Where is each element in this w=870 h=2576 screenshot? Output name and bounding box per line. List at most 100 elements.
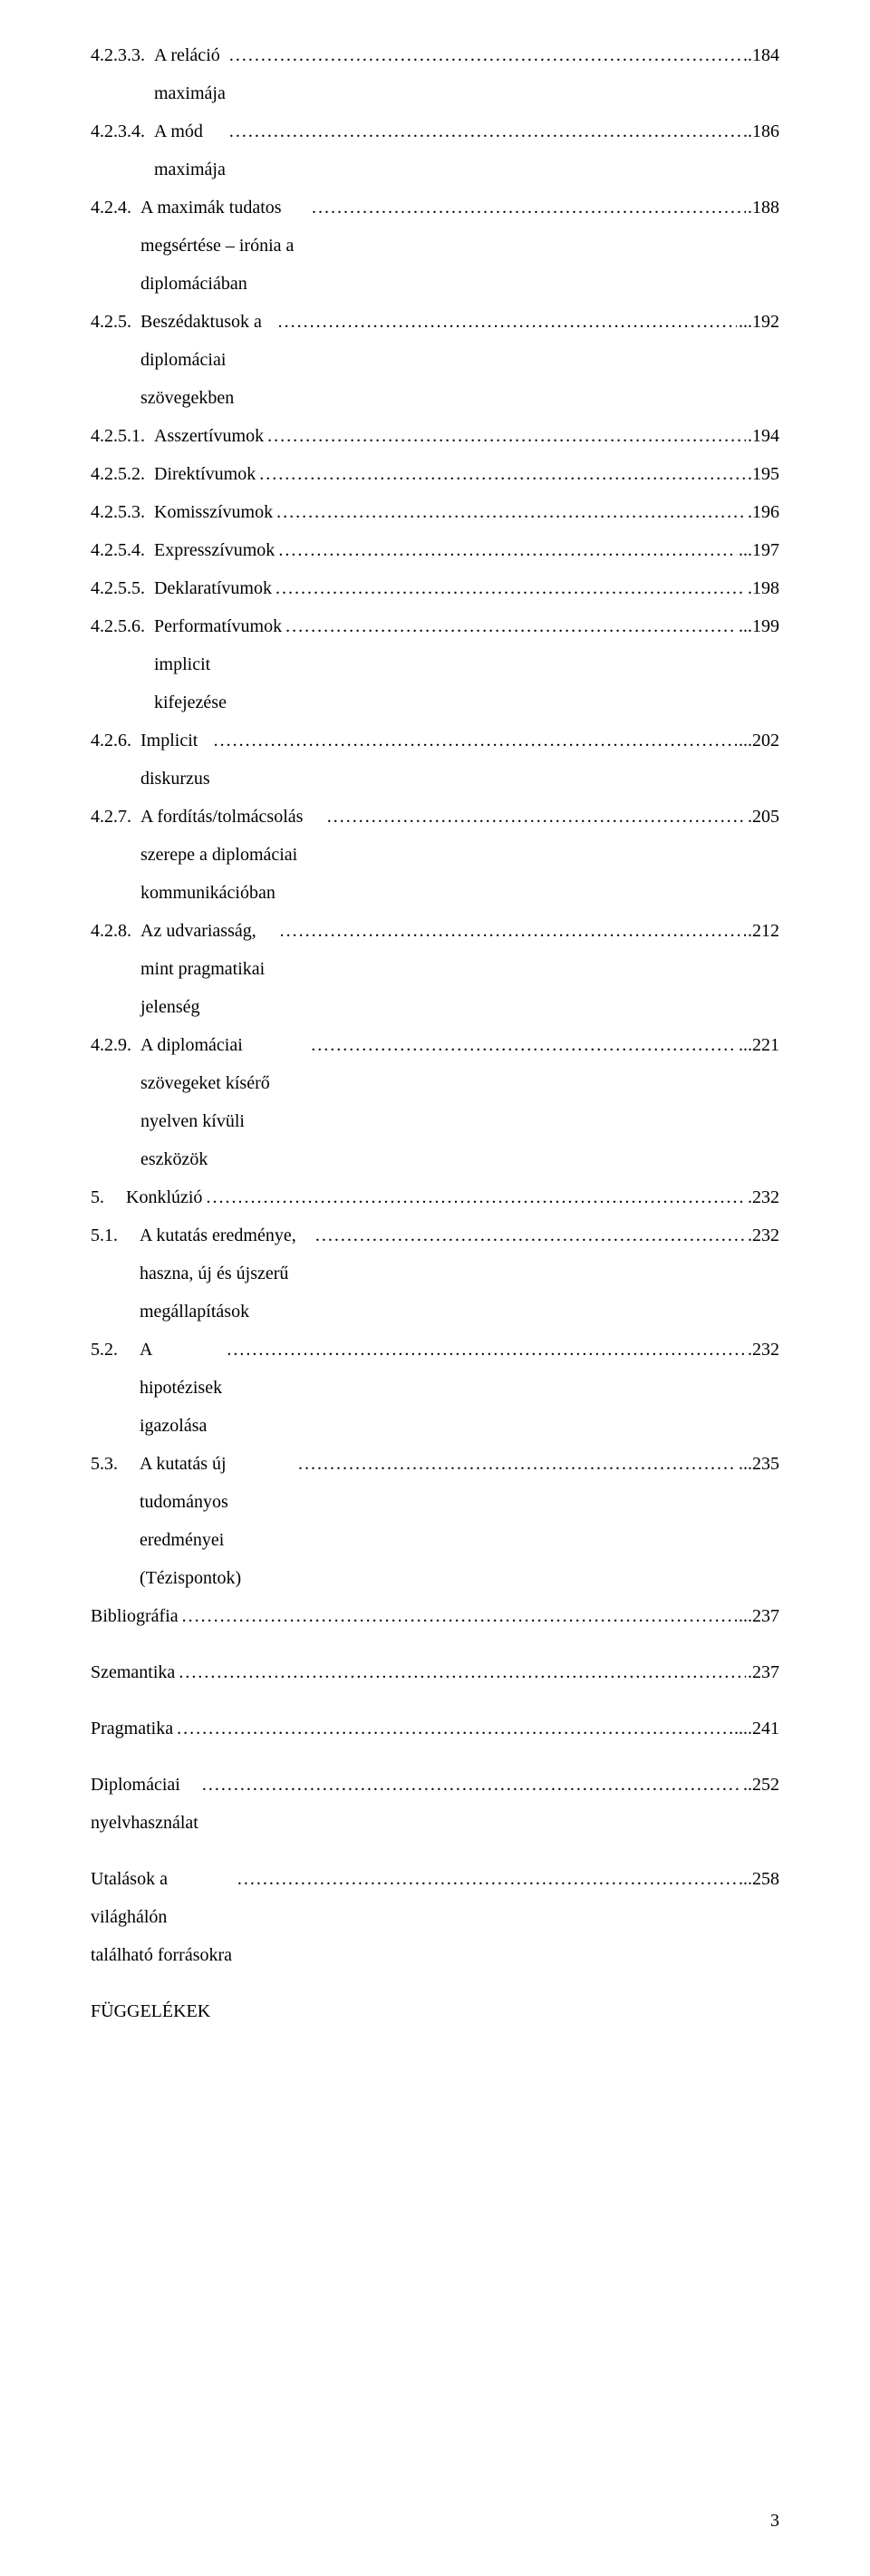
toc-entry: 5.1.A kutatás eredménye, haszna, új és ú… xyxy=(91,1216,779,1331)
toc-entry-title: A mód maximája xyxy=(154,112,226,189)
toc-leader-dots xyxy=(210,721,737,760)
toc-appendix-heading: FÜGGELÉKEK xyxy=(91,1992,779,2030)
toc-entry-number: 4.2.6. xyxy=(91,721,140,760)
toc-entry-title: Pragmatika xyxy=(91,1709,173,1748)
toc-entry-title: Performatívumok implicit kifejezése xyxy=(154,607,282,721)
toc-entry: Bibliográfia ...237 xyxy=(91,1597,779,1635)
toc-entry: 4.2.5.1.Asszertívumok.194 xyxy=(91,417,779,455)
toc-entry-page: .205 xyxy=(746,798,779,836)
toc-entry: 4.2.6.Implicit diskurzus...202 xyxy=(91,721,779,798)
toc-entry: 5.Konklúzió .232 xyxy=(91,1178,779,1216)
toc-entry-page: .198 xyxy=(746,569,779,607)
toc-entry: 4.2.5.3.Komisszívumok.196 xyxy=(91,493,779,531)
toc-entry-title: A diplomáciai szövegeket kísérő nyelven … xyxy=(140,1026,307,1178)
toc-leader-dots xyxy=(175,1653,746,1691)
toc-leader-dots xyxy=(226,36,741,74)
toc-leader-dots xyxy=(276,912,746,950)
toc-entry-page: ...199 xyxy=(737,607,779,645)
toc-entry-number: 4.2.5.3. xyxy=(91,493,154,531)
toc-entry-title: Deklaratívumok xyxy=(154,569,272,607)
toc-entry: 4.2.5.Beszédaktusok a diplomáciai szöveg… xyxy=(91,303,779,417)
toc-entry-number: 4.2.5.4. xyxy=(91,531,154,569)
toc-entry: 5.3.A kutatás új tudományos eredményei (… xyxy=(91,1445,779,1597)
toc-entry-title: A kutatás új tudományos eredményei (Tézi… xyxy=(140,1445,295,1597)
toc-entry-number: 4.2.8. xyxy=(91,912,140,950)
toc-entry: Pragmatika ....241 xyxy=(91,1709,779,1748)
toc-leader-dots xyxy=(179,1597,737,1635)
toc-entry-page: .194 xyxy=(746,417,779,455)
toc-leader-dots xyxy=(223,1331,746,1369)
toc-leader-dots xyxy=(275,303,737,341)
toc-entry-number: 5.1. xyxy=(91,1216,140,1254)
toc-entry-page: ....241 xyxy=(732,1709,779,1748)
table-of-contents: 4.2.3.3.A reláció maximája..1844.2.3.4.A… xyxy=(91,36,779,2030)
toc-entry-title: Expresszívumok xyxy=(154,531,275,569)
toc-entry: 4.2.9.A diplomáciai szövegeket kísérő ny… xyxy=(91,1026,779,1178)
toc-entry: 4.2.3.3.A reláció maximája ..184 xyxy=(91,36,779,112)
toc-leader-dots xyxy=(273,493,746,531)
toc-entry: 4.2.5.5.Deklaratívumok .198 xyxy=(91,569,779,607)
toc-entry-page: .212 xyxy=(746,912,779,950)
toc-entry-title: Direktívumok xyxy=(154,455,256,493)
toc-entry-number: 4.2.3.3. xyxy=(91,36,154,74)
toc-entry-title: A kutatás eredménye, haszna, új és újsze… xyxy=(140,1216,312,1331)
vertical-spacer xyxy=(91,1635,779,1653)
vertical-spacer xyxy=(91,1842,779,1860)
toc-entry-page: .232 xyxy=(746,1178,779,1216)
toc-entry-page: ...192 xyxy=(737,303,779,341)
toc-entry-number: 5.3. xyxy=(91,1445,140,1483)
toc-entry-page: ..186 xyxy=(741,112,779,150)
toc-entry-page: .237 xyxy=(746,1653,779,1691)
toc-entry-title: Utalások a világhálón található források… xyxy=(91,1860,234,1974)
toc-entry: 4.2.7.A fordítás/tolmácsolás szerepe a d… xyxy=(91,798,779,912)
toc-entry-number: 5. xyxy=(91,1178,126,1216)
toc-entry: 4.2.3.4.A mód maximája ..186 xyxy=(91,112,779,189)
vertical-spacer xyxy=(91,1748,779,1766)
toc-leader-dots xyxy=(173,1709,732,1748)
toc-leader-dots xyxy=(202,1178,746,1216)
toc-entry-title: A hipotézisek igazolása xyxy=(140,1331,223,1445)
toc-entry-number: 4.2.5.6. xyxy=(91,607,154,645)
toc-entry-page: ..252 xyxy=(741,1766,779,1804)
toc-entry: Utalások a világhálón található források… xyxy=(91,1860,779,1974)
toc-leader-dots xyxy=(226,112,741,150)
toc-entry-number: 4.2.5.1. xyxy=(91,417,154,455)
toc-entry-number: 5.2. xyxy=(91,1331,140,1369)
vertical-spacer xyxy=(91,1974,779,1992)
toc-entry-page: .195 xyxy=(746,455,779,493)
toc-entry: Diplomáciai nyelvhasználat ..252 xyxy=(91,1766,779,1842)
toc-entry-title: Bibliográfia xyxy=(91,1597,179,1635)
toc-entry: 4.2.5.2.Direktívumok.195 xyxy=(91,455,779,493)
toc-entry-title: A maximák tudatos megsértése – irónia a … xyxy=(140,189,308,303)
toc-entry-title: Az udvariasság, mint pragmatikai jelensé… xyxy=(140,912,276,1026)
toc-entry-page: ...258 xyxy=(737,1860,779,1898)
toc-entry-title: A reláció maximája xyxy=(154,36,226,112)
toc-entry-number: 4.2.4. xyxy=(91,189,140,227)
toc-leader-dots xyxy=(272,569,746,607)
toc-entry-page: ...197 xyxy=(737,531,779,569)
toc-leader-dots xyxy=(234,1860,737,1898)
toc-entry-page: .232 xyxy=(746,1216,779,1254)
toc-entry-number: 4.2.5.5. xyxy=(91,569,154,607)
toc-entry-number: 4.2.5. xyxy=(91,303,140,341)
page-number: 3 xyxy=(91,2502,779,2540)
toc-leader-dots xyxy=(256,455,746,493)
toc-leader-dots xyxy=(308,189,746,227)
toc-entry-number: 4.2.7. xyxy=(91,798,140,836)
toc-entry-number: 4.2.3.4. xyxy=(91,112,154,150)
toc-entry-title: A fordítás/tolmácsolás szerepe a diplomá… xyxy=(140,798,324,912)
toc-leader-dots xyxy=(282,607,737,645)
toc-entry-page: ...237 xyxy=(737,1597,779,1635)
toc-leader-dots xyxy=(264,417,746,455)
toc-leader-dots xyxy=(312,1216,746,1254)
toc-entry-page: ..184 xyxy=(741,36,779,74)
vertical-spacer xyxy=(91,1691,779,1709)
toc-entry-page: .232 xyxy=(746,1331,779,1369)
toc-entry-title: Szemantika xyxy=(91,1653,175,1691)
toc-leader-dots xyxy=(275,531,737,569)
toc-entry-title: Diplomáciai nyelvhasználat xyxy=(91,1766,198,1842)
toc-entry-page: ...202 xyxy=(737,721,779,760)
toc-entry-title: Konklúzió xyxy=(126,1178,202,1216)
toc-leader-dots xyxy=(198,1766,741,1804)
toc-entry: 4.2.8.Az udvariasság, mint pragmatikai j… xyxy=(91,912,779,1026)
